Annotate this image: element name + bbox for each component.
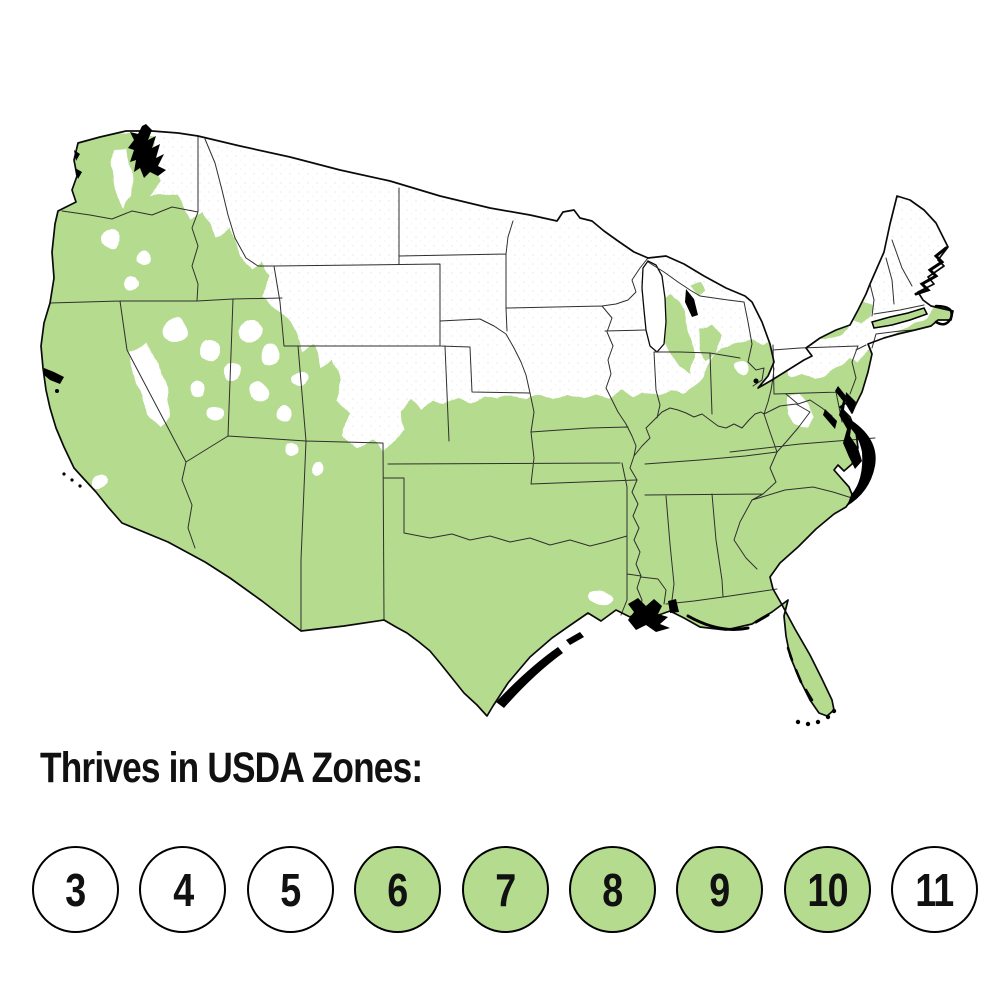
zone-badge-10: 10 <box>783 846 871 933</box>
long-island <box>871 307 929 329</box>
florida-west-coast-marks <box>786 646 814 702</box>
zone-badge-label: 9 <box>709 863 731 916</box>
zones-caption: Thrives in USDA Zones: <box>40 744 423 792</box>
zone-badge-label: 5 <box>280 863 301 916</box>
zone-badge-label: 3 <box>65 863 86 916</box>
zone-badge-label: 10 <box>806 863 848 916</box>
puget-sound-inlets <box>128 124 166 178</box>
zone-badge-label: 8 <box>602 863 623 916</box>
florida-panhandle-coast <box>686 613 770 631</box>
us-zone-map-container <box>40 124 954 727</box>
zone-badge-label: 6 <box>387 863 409 916</box>
zone-badge-6: 6 <box>354 846 442 933</box>
zone-badges-row: 3 4 5 6 7 8 9 10 11 <box>32 846 978 933</box>
green-bay <box>685 289 698 317</box>
san-francisco-bay <box>44 368 64 384</box>
coastal-water-details <box>44 124 953 727</box>
channel-islands <box>62 472 66 476</box>
zone-badge-label: 7 <box>494 863 516 916</box>
outer-banks <box>845 418 876 506</box>
zone-badge-5: 5 <box>246 846 334 933</box>
zone-badge-label: 11 <box>915 863 954 916</box>
lake-st-clair <box>753 378 759 384</box>
maine-coast-inlets <box>914 246 948 296</box>
us-zone-map <box>40 124 954 727</box>
texas-barrier-islands <box>496 632 584 708</box>
zone-badge-4: 4 <box>139 846 227 933</box>
mobile-bay <box>668 599 679 613</box>
lake-michigan <box>641 260 667 353</box>
state-borders <box>49 135 925 632</box>
cape-cod <box>934 304 953 326</box>
mississippi-delta <box>628 598 670 632</box>
chesapeake-bay <box>823 386 862 469</box>
florida-keys <box>795 719 801 725</box>
zone-badge-11: 11 <box>891 846 978 933</box>
zone-badge-3: 3 <box>32 846 119 933</box>
zone-badge-9: 9 <box>676 846 764 933</box>
zone-badge-8: 8 <box>568 846 656 933</box>
zone-badge-7: 7 <box>461 846 549 933</box>
national-outline <box>40 130 954 717</box>
zone-badge-label: 4 <box>172 863 194 916</box>
